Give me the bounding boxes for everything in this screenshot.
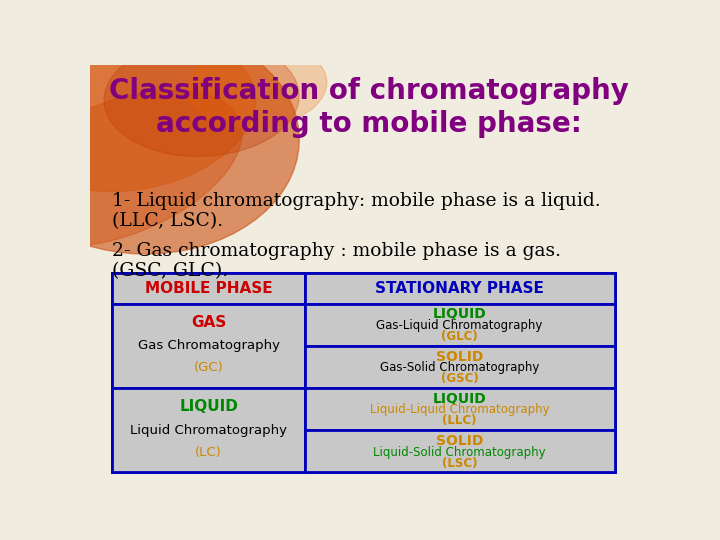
Text: MOBILE PHASE: MOBILE PHASE [145, 281, 272, 296]
Text: SOLID: SOLID [436, 349, 483, 363]
Text: LIQUID: LIQUID [179, 399, 238, 414]
Text: Liquid-Solid Chromatography: Liquid-Solid Chromatography [374, 446, 546, 458]
FancyBboxPatch shape [305, 388, 615, 430]
Text: (LLC): (LLC) [442, 414, 477, 428]
FancyBboxPatch shape [112, 273, 305, 304]
Ellipse shape [104, 40, 299, 157]
Text: LIQUID: LIQUID [433, 307, 487, 321]
Text: Liquid-Liquid Chromatography: Liquid-Liquid Chromatography [370, 403, 549, 416]
Text: Liquid Chromatography: Liquid Chromatography [130, 424, 287, 437]
Text: Classification of chromatography
according to mobile phase:: Classification of chromatography accordi… [109, 77, 629, 138]
FancyBboxPatch shape [112, 388, 305, 472]
FancyBboxPatch shape [112, 273, 615, 472]
Text: (GC): (GC) [194, 361, 223, 374]
Text: Gas Chromatography: Gas Chromatography [138, 340, 279, 353]
Ellipse shape [0, 25, 300, 254]
FancyBboxPatch shape [112, 304, 305, 388]
Text: 2- Gas chromatography : mobile phase is a gas.
(GSC, GLC).: 2- Gas chromatography : mobile phase is … [112, 241, 562, 280]
Text: STATIONARY PHASE: STATIONARY PHASE [375, 281, 544, 296]
Text: SOLID: SOLID [436, 434, 483, 448]
Text: (LSC): (LSC) [442, 456, 477, 469]
FancyBboxPatch shape [305, 273, 615, 304]
Text: GAS: GAS [191, 315, 226, 330]
Ellipse shape [14, 38, 256, 192]
Ellipse shape [0, 90, 242, 247]
Ellipse shape [188, 44, 327, 127]
Text: (GLC): (GLC) [441, 330, 478, 343]
FancyBboxPatch shape [305, 430, 615, 472]
Text: 1- Liquid chromatography: mobile phase is a liquid.
(LLC, LSC).: 1- Liquid chromatography: mobile phase i… [112, 192, 601, 231]
Text: Gas-Liquid Chromatography: Gas-Liquid Chromatography [377, 319, 543, 332]
FancyBboxPatch shape [305, 346, 615, 388]
Text: (LC): (LC) [195, 446, 222, 458]
Text: (GSC): (GSC) [441, 372, 479, 386]
Text: LIQUID: LIQUID [433, 392, 487, 406]
Text: Gas-Solid Chromatography: Gas-Solid Chromatography [380, 361, 539, 374]
FancyBboxPatch shape [305, 304, 615, 346]
